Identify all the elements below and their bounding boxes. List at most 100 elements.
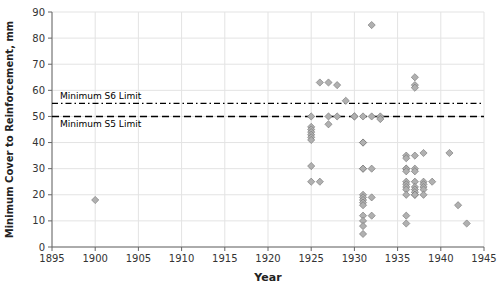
grid	[52, 12, 484, 247]
x-tick	[138, 247, 139, 251]
point	[359, 165, 366, 172]
point	[368, 194, 375, 201]
x-grid-line	[268, 12, 269, 247]
y-tick-label: 70	[32, 59, 45, 70]
point	[368, 165, 375, 172]
x-grid-line	[181, 12, 182, 247]
reference-line	[52, 103, 484, 104]
y-grid-line	[52, 12, 484, 13]
point	[359, 202, 366, 209]
point	[342, 97, 349, 104]
y-tick	[48, 168, 52, 169]
point	[403, 155, 410, 162]
point	[411, 152, 418, 159]
x-grid-line	[440, 12, 441, 247]
x-tick-label: 1935	[385, 253, 410, 264]
y-tick	[48, 247, 52, 248]
point	[308, 162, 315, 169]
y-grid-line	[52, 116, 484, 117]
y-grid-line	[52, 247, 484, 248]
point	[429, 178, 436, 185]
x-tick-label: 1920	[255, 253, 280, 264]
x-tick-label: 1905	[126, 253, 151, 264]
reference-label: Minimum S5 Limit	[60, 119, 142, 129]
y-tick-label: 50	[32, 111, 45, 122]
x-tick-label: 1915	[212, 253, 237, 264]
point	[411, 74, 418, 81]
y-tick	[48, 12, 52, 13]
y-grid-line	[52, 142, 484, 143]
reference-line	[52, 116, 484, 117]
point	[411, 191, 418, 198]
y-tick-label: 60	[32, 85, 45, 96]
y-tick-label: 30	[32, 163, 45, 174]
point	[368, 21, 375, 28]
y-tick	[48, 116, 52, 117]
point	[325, 79, 332, 86]
point	[359, 113, 366, 120]
point	[454, 202, 461, 209]
point	[325, 113, 332, 120]
x-grid-line	[354, 12, 355, 247]
point	[351, 113, 358, 120]
x-tick-label: 1930	[342, 253, 367, 264]
point	[377, 115, 384, 122]
point	[334, 82, 341, 89]
axes: 1895190019051910191519201925193019351940…	[32, 7, 496, 265]
point	[368, 212, 375, 219]
point	[403, 191, 410, 198]
y-tick	[48, 220, 52, 221]
chart: 1895190019051910191519201925193019351940…	[0, 0, 500, 287]
y-tick	[48, 90, 52, 91]
point	[446, 149, 453, 156]
x-tick	[484, 247, 485, 251]
x-tick-label: 1900	[82, 253, 107, 264]
reference-label: Minimum S6 Limit	[60, 91, 142, 101]
point	[420, 191, 427, 198]
x-tick	[52, 247, 53, 251]
x-axis-label: Year	[253, 271, 282, 284]
y-tick	[48, 142, 52, 143]
x-tick-label: 1940	[428, 253, 453, 264]
point	[420, 149, 427, 156]
point	[308, 178, 315, 185]
y-grid-line	[52, 194, 484, 195]
point	[359, 223, 366, 230]
point	[411, 191, 418, 198]
y-tick-label: 80	[32, 33, 45, 44]
x-tick	[397, 247, 398, 251]
y-grid-line	[52, 168, 484, 169]
x-grid-line	[138, 12, 139, 247]
y-tick-label: 90	[32, 7, 45, 18]
x-tick	[311, 247, 312, 251]
point	[359, 139, 366, 146]
point	[403, 220, 410, 227]
points	[92, 21, 471, 237]
point	[92, 196, 99, 203]
point	[316, 178, 323, 185]
x-tick	[224, 247, 225, 251]
y-grid-line	[52, 64, 484, 65]
point	[359, 230, 366, 237]
y-tick-label: 0	[39, 242, 45, 253]
reference-lines	[52, 103, 484, 116]
y-tick	[48, 194, 52, 195]
point	[308, 113, 315, 120]
x-tick-label: 1925	[298, 253, 323, 264]
point	[308, 136, 315, 143]
x-grid-line	[397, 12, 398, 247]
point	[359, 165, 366, 172]
y-tick-label: 40	[32, 137, 45, 148]
point	[411, 84, 418, 91]
point	[359, 139, 366, 146]
point	[334, 113, 341, 120]
y-tick-label: 20	[32, 189, 45, 200]
x-grid-line	[484, 12, 485, 247]
x-tick-label: 1910	[169, 253, 194, 264]
y-tick	[48, 38, 52, 39]
x-grid-line	[95, 12, 96, 247]
x-tick-label: 1945	[471, 253, 496, 264]
x-tick	[95, 247, 96, 251]
point	[325, 121, 332, 128]
x-axis-line	[52, 247, 484, 248]
